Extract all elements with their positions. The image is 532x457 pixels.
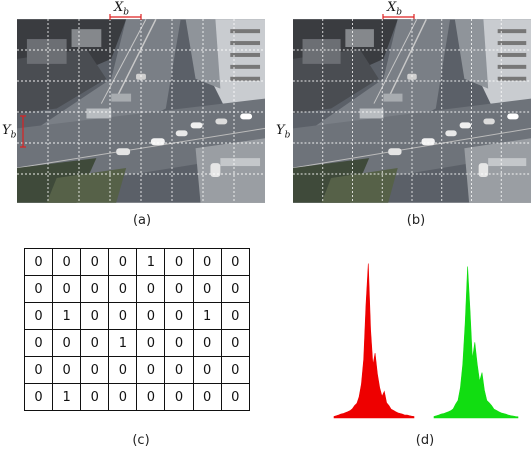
- matrix-cell: 0: [220, 356, 250, 384]
- matrix-cell: 0: [80, 383, 110, 411]
- matrix-cell: 0: [192, 383, 222, 411]
- matrix-cell: 0: [80, 302, 110, 330]
- green-histogram-area: [433, 266, 519, 419]
- x-label-b: Xb: [387, 0, 403, 18]
- matrix-cell: 0: [108, 383, 138, 411]
- matrix-cell: 0: [80, 275, 110, 303]
- matrix-cell: 0: [80, 329, 110, 357]
- matrix-cell: 0: [164, 356, 194, 384]
- matrix-cell: 0: [164, 248, 194, 276]
- matrix-cell: 0: [192, 248, 222, 276]
- photo-b: [293, 19, 531, 203]
- matrix-cell: 0: [23, 356, 54, 384]
- matrix-cell: 0: [108, 275, 138, 303]
- matrix-cell: 0: [23, 329, 54, 357]
- y-label-b: Yb: [276, 123, 291, 141]
- matrix-cell: 0: [164, 302, 194, 330]
- matrix-cell: 0: [220, 383, 250, 411]
- matrix-cell: 0: [52, 275, 82, 303]
- green-histogram: [433, 266, 519, 419]
- color-histograms: [333, 263, 519, 419]
- matrix-cell: 0: [23, 248, 54, 276]
- matrix-cell: 0: [52, 356, 82, 384]
- matrix-cell: 0: [80, 248, 110, 276]
- matrix-cell: 1: [52, 302, 82, 330]
- matrix-cell: 0: [23, 302, 54, 330]
- matrix-cell: 0: [108, 248, 138, 276]
- y-label-a: Yb: [2, 123, 17, 141]
- x-label-a: Xb: [114, 0, 130, 18]
- matrix-cell: 0: [52, 248, 82, 276]
- matrix-cell: 0: [136, 356, 166, 384]
- matrix-cell: 0: [23, 275, 54, 303]
- matrix-cell: 0: [192, 329, 222, 357]
- matrix-cell: 0: [52, 329, 82, 357]
- matrix-cell: 0: [136, 302, 166, 330]
- matrix-cell: 1: [192, 302, 222, 330]
- matrix-cell: 0: [220, 248, 250, 276]
- matrix-cell: 0: [136, 275, 166, 303]
- matrix-cell: 0: [192, 356, 222, 384]
- matrix-cell: 0: [108, 302, 138, 330]
- matrix-cell: 0: [220, 302, 250, 330]
- matrix-cell: 0: [164, 275, 194, 303]
- matrix-cell: 0: [220, 329, 250, 357]
- caption-b: (b): [406, 213, 426, 228]
- matrix-cell: 0: [108, 356, 138, 384]
- red-histogram-area: [333, 263, 415, 419]
- street-image-a: [17, 19, 265, 203]
- matrix-cell: 0: [23, 383, 54, 411]
- photo-a: [17, 19, 265, 203]
- matrix-cell: 1: [136, 248, 166, 276]
- caption-d: (d): [415, 433, 435, 448]
- matrix-cell: 0: [80, 356, 110, 384]
- caption-a: (a): [132, 213, 152, 228]
- caption-c: (c): [132, 433, 150, 448]
- matrix-cell: 0: [164, 329, 194, 357]
- matrix-cell: 1: [108, 329, 138, 357]
- street-image-b: [293, 19, 531, 203]
- matrix-cell: 0: [136, 329, 166, 357]
- matrix-cell: 0: [136, 383, 166, 411]
- matrix-cell: 0: [192, 275, 222, 303]
- matrix-cell: 0: [220, 275, 250, 303]
- red-histogram: [333, 263, 415, 419]
- matrix-cell: 1: [52, 383, 82, 411]
- matrix-cell: 0: [164, 383, 194, 411]
